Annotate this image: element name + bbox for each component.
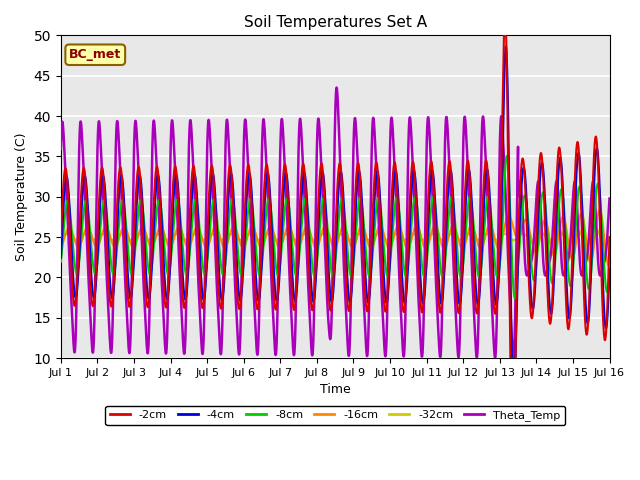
- Text: BC_met: BC_met: [69, 48, 122, 61]
- X-axis label: Time: Time: [320, 383, 351, 396]
- Legend: -2cm, -4cm, -8cm, -16cm, -32cm, Theta_Temp: -2cm, -4cm, -8cm, -16cm, -32cm, Theta_Te…: [106, 406, 565, 425]
- Y-axis label: Soil Temperature (C): Soil Temperature (C): [15, 132, 28, 261]
- Title: Soil Temperatures Set A: Soil Temperatures Set A: [244, 15, 427, 30]
